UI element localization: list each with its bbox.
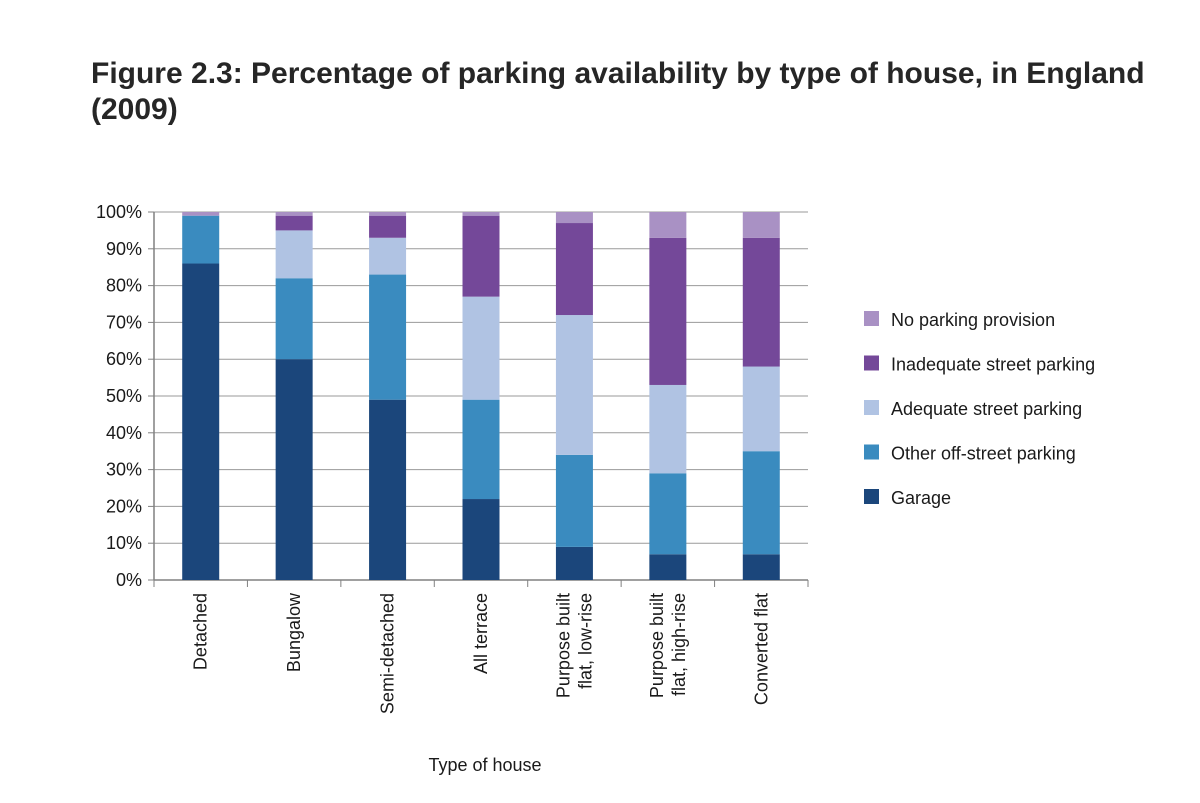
legend-swatch bbox=[864, 489, 879, 504]
x-category-label: Detached bbox=[191, 593, 211, 670]
legend-label: Other off-street parking bbox=[891, 444, 1076, 464]
y-tick-label: 60% bbox=[106, 349, 142, 369]
bar-segment bbox=[275, 215, 313, 231]
bar-segment bbox=[182, 263, 220, 580]
bar-segment bbox=[369, 399, 407, 580]
bar-segment bbox=[462, 296, 500, 400]
bar-segment bbox=[369, 237, 407, 275]
bar-segment bbox=[742, 212, 780, 238]
legend-swatch bbox=[864, 311, 879, 326]
y-tick-label: 40% bbox=[106, 423, 142, 443]
bar-segment bbox=[649, 554, 687, 580]
legend-label: No parking provision bbox=[891, 310, 1055, 330]
legend-label: Inadequate street parking bbox=[891, 355, 1095, 375]
bar-segment bbox=[555, 223, 593, 316]
x-category-label: Purpose built flat, high-rise bbox=[647, 593, 689, 698]
bar-segment bbox=[462, 499, 500, 580]
bar-segment bbox=[649, 237, 687, 385]
bar-segment bbox=[462, 215, 500, 297]
bar-segment bbox=[649, 473, 687, 555]
legend-label: Garage bbox=[891, 488, 951, 508]
bar-segment bbox=[182, 215, 220, 264]
y-tick-label: 80% bbox=[106, 276, 142, 296]
bar-segment bbox=[555, 546, 593, 580]
bar-segment bbox=[555, 315, 593, 455]
x-category-label: Semi-detached bbox=[378, 593, 398, 714]
bar-segment bbox=[742, 366, 780, 452]
bar-segment bbox=[649, 212, 687, 238]
x-axis-title: Type of house bbox=[428, 755, 541, 775]
y-tick-label: 50% bbox=[106, 386, 142, 406]
y-tick-label: 0% bbox=[116, 570, 142, 590]
y-tick-label: 100% bbox=[96, 202, 142, 222]
x-category-label: Converted flat bbox=[751, 593, 771, 705]
x-category-label: Bungalow bbox=[284, 592, 304, 672]
legend-swatch bbox=[864, 444, 879, 460]
bar-segment bbox=[275, 278, 313, 360]
bar-segment bbox=[369, 215, 407, 238]
bar-segment bbox=[742, 451, 780, 555]
bar-segment bbox=[462, 212, 500, 216]
x-category-label: All terrace bbox=[471, 593, 491, 674]
y-tick-label: 10% bbox=[106, 533, 142, 553]
x-category-label: Purpose built flat, low-rise bbox=[553, 593, 595, 698]
bar-segment bbox=[275, 212, 313, 216]
bar-segment bbox=[555, 454, 593, 547]
bar-segment bbox=[742, 237, 780, 367]
y-tick-label: 30% bbox=[106, 460, 142, 480]
bar-segment bbox=[275, 359, 313, 580]
bar-segment bbox=[369, 212, 407, 216]
chart-title: Figure 2.3: Percentage of parking availa… bbox=[91, 57, 1145, 126]
bar-segment bbox=[369, 274, 407, 400]
legend-label: Adequate street parking bbox=[891, 399, 1082, 419]
y-tick-label: 90% bbox=[106, 239, 142, 259]
y-tick-label: 20% bbox=[106, 496, 142, 516]
y-tick-label: 70% bbox=[106, 312, 142, 332]
bar-segment bbox=[182, 212, 220, 216]
legend-swatch bbox=[864, 400, 879, 415]
legend-swatch bbox=[864, 355, 879, 371]
bar-segment bbox=[742, 554, 780, 580]
bar-segment bbox=[275, 230, 313, 279]
bar-segment bbox=[555, 212, 593, 224]
bar-segment bbox=[649, 384, 687, 474]
bar-segment bbox=[462, 399, 500, 500]
